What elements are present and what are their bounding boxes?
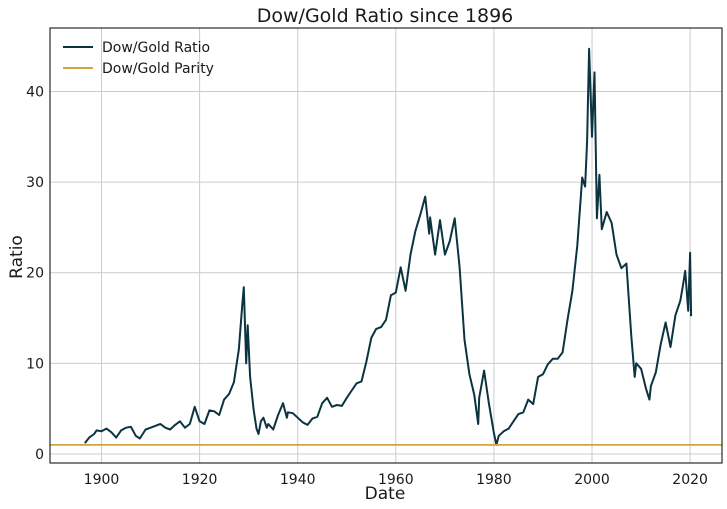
- y-axis-label: Ratio: [7, 235, 27, 279]
- chart-title: Dow/Gold Ratio since 1896: [257, 5, 514, 27]
- legend: Dow/Gold Ratio Dow/Gold Parity: [63, 40, 214, 77]
- y-tick-label-10: 10: [26, 356, 44, 372]
- x-tick-label-2020: 2020: [672, 472, 708, 488]
- y-tick-label-40: 40: [26, 84, 44, 100]
- plot-frame: [49, 27, 723, 464]
- series-line-dow-gold-ratio: [84, 47, 693, 446]
- x-tick-label-1940: 1940: [280, 472, 316, 488]
- x-tick-label-1920: 1920: [182, 472, 218, 488]
- y-axis: 0 10 20 30 40: [26, 84, 44, 463]
- legend-label-parity: Dow/Gold Parity: [102, 61, 214, 77]
- grid-lines: [50, 28, 722, 463]
- y-tick-label-20: 20: [26, 266, 44, 282]
- x-tick-label-1900: 1900: [84, 472, 120, 488]
- y-tick-label-30: 30: [26, 175, 44, 191]
- plot-series: [50, 47, 722, 446]
- x-tick-label-2000: 2000: [574, 472, 610, 488]
- x-axis: 1900 1920 1940 1960 1980 2000 2020: [84, 472, 708, 488]
- x-tick-label-1980: 1980: [476, 472, 512, 488]
- legend-label-ratio: Dow/Gold Ratio: [102, 40, 210, 56]
- x-tick-label-1960: 1960: [378, 472, 414, 488]
- y-tick-label-0: 0: [35, 447, 44, 463]
- x-axis-label: Date: [365, 484, 406, 504]
